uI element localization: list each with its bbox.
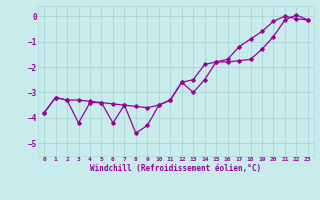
X-axis label: Windchill (Refroidissement éolien,°C): Windchill (Refroidissement éolien,°C) xyxy=(91,164,261,173)
